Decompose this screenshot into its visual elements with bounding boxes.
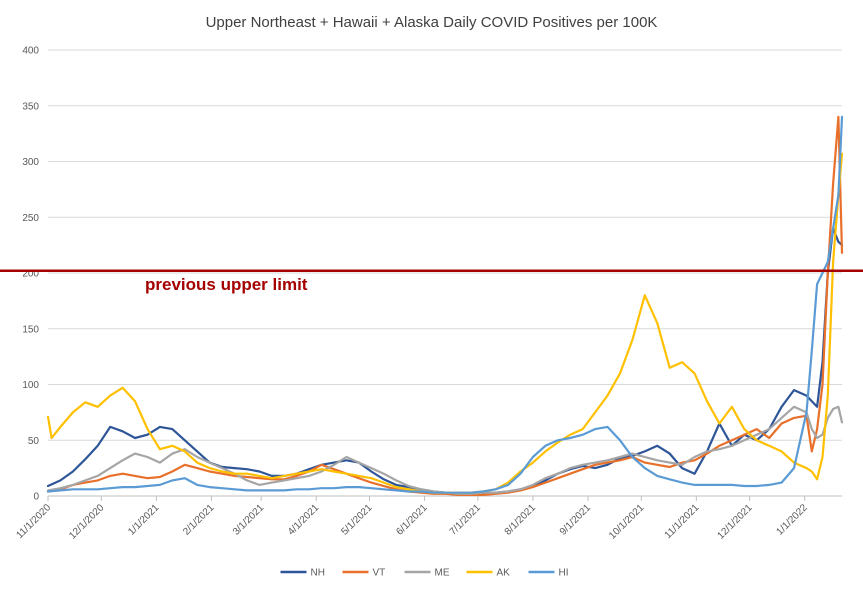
x-tick-label: 7/1/2021 xyxy=(448,502,484,538)
x-tick-label: 11/1/2021 xyxy=(663,502,702,541)
reference-line: previous upper limit xyxy=(0,269,863,294)
x-tick-label: 5/1/2021 xyxy=(339,502,375,538)
y-tick-label: 50 xyxy=(28,436,40,447)
x-tick-label: 1/1/2022 xyxy=(775,502,811,538)
legend-label-nh: NH xyxy=(311,568,325,579)
x-tick-label: 11/1/2020 xyxy=(14,502,53,541)
y-tick-label: 300 xyxy=(22,157,39,168)
y-tick-label: 400 xyxy=(22,46,39,57)
series-line-vt xyxy=(46,115,844,496)
y-tick-label: 350 xyxy=(22,101,39,112)
chart-title: Upper Northeast + Hawaii + Alaska Daily … xyxy=(206,14,658,31)
x-tick-label: 6/1/2021 xyxy=(394,502,430,538)
x-tick-label: 12/1/2020 xyxy=(67,502,107,542)
y-tick-label: 200 xyxy=(22,269,39,280)
x-tick-label: 10/1/2021 xyxy=(607,502,647,542)
legend-label-ak: AK xyxy=(497,568,511,579)
x-tick-label: 8/1/2021 xyxy=(503,502,539,538)
legend: NH VT ME AK HI xyxy=(280,568,569,579)
gridlines xyxy=(48,49,842,497)
series-line-nh xyxy=(46,227,844,495)
legend-label-me: ME xyxy=(435,568,450,579)
legend-label-hi: HI xyxy=(559,568,569,579)
legend-label-vt: VT xyxy=(373,568,386,579)
x-tick-label: 2/1/2021 xyxy=(181,502,217,538)
y-axis-ticks: 0 50 100 150 200 250 300 350 400 xyxy=(22,46,39,503)
x-tick-label: 4/1/2021 xyxy=(286,502,322,538)
x-tick-label: 3/1/2021 xyxy=(231,502,267,538)
reference-line-label: previous upper limit xyxy=(145,275,308,294)
series-lines xyxy=(46,115,844,496)
y-tick-label: 250 xyxy=(22,213,39,224)
y-tick-label: 0 xyxy=(33,492,39,503)
x-axis-ticks: 11/1/2020 12/1/2020 1/1/2021 2/1/2021 3/1/20… xyxy=(14,496,810,542)
x-tick-label: 12/1/2021 xyxy=(716,502,756,542)
x-tick-label: 9/1/2021 xyxy=(558,502,594,538)
y-tick-label: 100 xyxy=(22,380,39,391)
y-tick-label: 150 xyxy=(22,324,39,335)
series-line-hi xyxy=(46,115,844,494)
series-line-ak xyxy=(46,152,844,494)
x-tick-label: 1/1/2021 xyxy=(126,502,162,538)
